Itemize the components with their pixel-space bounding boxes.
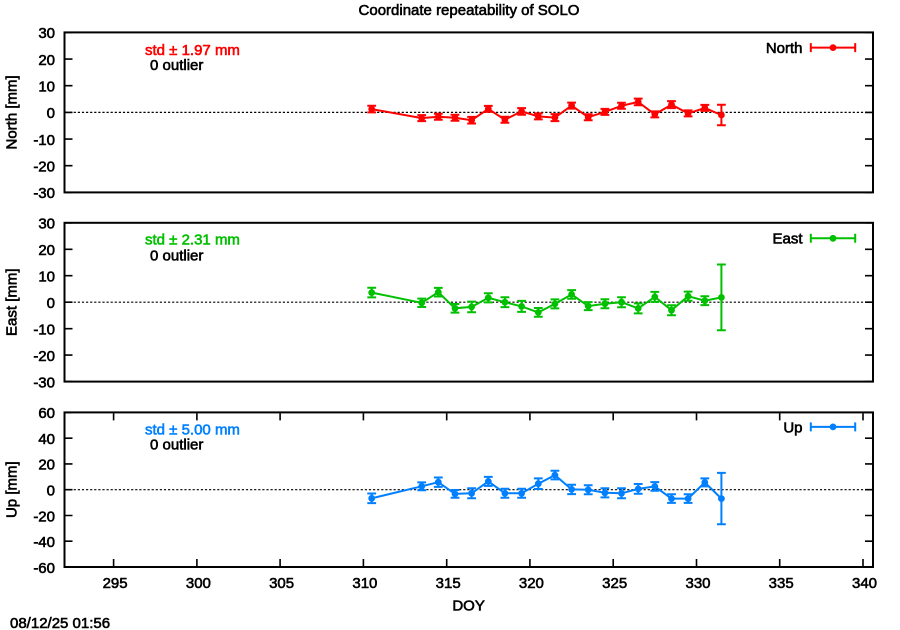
svg-text:330: 330	[685, 575, 710, 592]
svg-text:-10: -10	[33, 132, 55, 149]
svg-text:0: 0	[47, 295, 55, 312]
svg-text:340: 340	[852, 575, 877, 592]
svg-text:60: 60	[38, 405, 55, 422]
svg-text:Up [mm]: Up [mm]	[4, 461, 21, 518]
svg-text:std ± 5.00 mm: std ± 5.00 mm	[145, 421, 240, 438]
svg-text:0: 0	[47, 105, 55, 122]
svg-text:295: 295	[103, 575, 128, 592]
svg-text:30: 30	[38, 25, 55, 42]
svg-text:-10: -10	[33, 322, 55, 339]
svg-text:10: 10	[38, 79, 55, 96]
svg-text:std ± 1.97 mm: std ± 1.97 mm	[145, 42, 240, 59]
svg-text:-20: -20	[33, 348, 55, 365]
svg-text:DOY: DOY	[452, 597, 485, 614]
svg-text:0 outlier: 0 outlier	[150, 437, 203, 454]
svg-text:North [mm]: North [mm]	[4, 75, 21, 149]
svg-text:10: 10	[38, 269, 55, 286]
svg-text:325: 325	[602, 575, 627, 592]
svg-text:0 outlier: 0 outlier	[150, 57, 203, 74]
svg-text:-40: -40	[33, 534, 55, 551]
svg-text:-20: -20	[33, 159, 55, 176]
svg-text:-60: -60	[33, 560, 55, 577]
svg-text:Coordinate repeatability of SO: Coordinate repeatability of SOLO	[359, 2, 580, 19]
svg-text:-30: -30	[33, 185, 55, 202]
svg-text:305: 305	[269, 575, 294, 592]
svg-text:315: 315	[436, 575, 461, 592]
svg-text:North: North	[766, 40, 803, 57]
svg-text:20: 20	[38, 242, 55, 259]
svg-text:310: 310	[352, 575, 377, 592]
svg-text:-30: -30	[33, 374, 55, 391]
svg-text:20: 20	[38, 457, 55, 474]
svg-text:Up: Up	[783, 419, 802, 436]
svg-text:20: 20	[38, 52, 55, 69]
svg-text:40: 40	[38, 431, 55, 448]
svg-text:East: East	[772, 231, 803, 248]
svg-text:30: 30	[38, 216, 55, 233]
svg-text:320: 320	[519, 575, 544, 592]
svg-text:08/12/25 01:56: 08/12/25 01:56	[10, 615, 110, 630]
svg-text:335: 335	[769, 575, 794, 592]
svg-text:-20: -20	[33, 508, 55, 525]
svg-text:0 outlier: 0 outlier	[150, 247, 203, 264]
svg-text:0: 0	[47, 483, 55, 500]
svg-text:std ± 2.31 mm: std ± 2.31 mm	[145, 231, 240, 248]
svg-text:300: 300	[186, 575, 211, 592]
svg-text:East [mm]: East [mm]	[4, 268, 21, 336]
